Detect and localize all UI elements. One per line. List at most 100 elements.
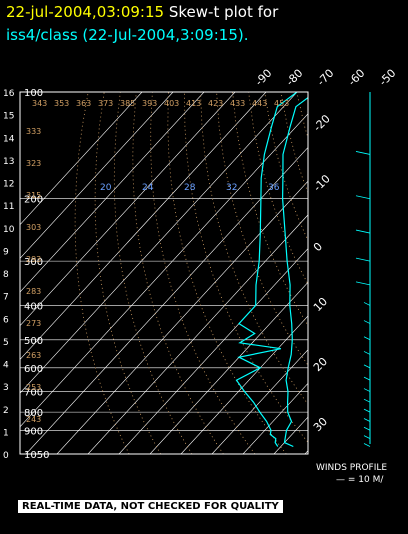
- height-tick-label: 13: [3, 157, 14, 167]
- pressure-tick-label: 500: [24, 336, 43, 347]
- adiabat-label: 413: [186, 99, 201, 108]
- pressure-tick-label: 400: [24, 301, 43, 312]
- dry-adiabat: [329, 92, 408, 454]
- isotherm-line: [149, 281, 308, 454]
- isotherm-line: [20, 113, 308, 428]
- adiabat-label: 363: [76, 99, 91, 108]
- wind-barb: [355, 151, 371, 155]
- isotherm-line: [20, 92, 143, 226]
- winds-scale: — = 10 M/: [336, 475, 384, 485]
- temperature-tick-label: 20: [311, 355, 330, 374]
- isotherm-line: [336, 92, 408, 454]
- pressure-tick-label: 300: [24, 257, 43, 268]
- height-tick-label: 4: [3, 361, 9, 371]
- height-tick-label: 5: [3, 338, 9, 348]
- dry-adiabat: [361, 92, 408, 454]
- temperature-tick-label: -10: [311, 172, 333, 194]
- dry-adiabat: [296, 92, 308, 140]
- dry-adiabat: [264, 92, 308, 242]
- wind-barb: [363, 398, 371, 403]
- dry-adiabat: [113, 92, 193, 454]
- temperature-tick-label: -90: [253, 67, 275, 89]
- adiabat-label: 303: [26, 223, 41, 232]
- temperature-tick-label: 10: [311, 295, 330, 314]
- adiabat-label: 323: [26, 159, 41, 168]
- adiabat-label: 403: [164, 99, 179, 108]
- isotherm-line: [20, 92, 174, 259]
- wind-barb: [363, 364, 371, 369]
- mixing-ratio-label: 32: [226, 183, 237, 193]
- pressure-tick-label: 100: [24, 88, 43, 99]
- height-tick-label: 11: [3, 202, 14, 212]
- winds-profile: [355, 92, 371, 447]
- isotherm-line: [304, 450, 308, 454]
- height-tick-label: 16: [3, 89, 15, 99]
- temperature-tick-label: -80: [284, 67, 306, 89]
- dry-adiabat: [94, 92, 161, 454]
- wind-barb: [363, 351, 371, 355]
- adiabat-label: 293: [26, 255, 41, 264]
- height-tick-label: 1: [3, 428, 9, 438]
- adiabat-label: 343: [32, 99, 47, 108]
- temperature-tick-label: 0: [311, 240, 325, 254]
- mixing-ratio-label: 28: [184, 183, 196, 193]
- chart-title-source: iss4/class (22-Jul-2004,3:09:15).: [6, 26, 249, 44]
- dry-adiabat: [248, 92, 308, 286]
- adiabat-label: 353: [54, 99, 69, 108]
- wind-barb: [363, 376, 371, 381]
- adiabat-label: 243: [26, 415, 41, 424]
- wind-barb: [355, 281, 371, 286]
- pressure-tick-label: 1050: [24, 450, 49, 461]
- adiabat-label: 263: [26, 351, 41, 360]
- isotherm-line: [180, 315, 308, 454]
- temperature-tick-label: -50: [377, 67, 399, 89]
- adiabat-label: 373: [98, 99, 113, 108]
- dry-adiabat: [150, 92, 256, 454]
- wind-barb: [363, 320, 371, 324]
- dry-adiabat: [280, 92, 308, 194]
- dry-adiabat: [184, 92, 308, 443]
- wind-barb: [363, 426, 371, 431]
- isotherm-line: [87, 214, 308, 454]
- dry-adiabat: [313, 92, 408, 454]
- isotherm-line: [118, 248, 308, 454]
- height-tick-label: 9: [3, 247, 9, 257]
- dry-adiabat: [132, 92, 224, 454]
- sounding-trace-1: [281, 96, 308, 448]
- sounding-trace-2: [235, 92, 298, 447]
- height-tick-label: 10: [3, 225, 15, 235]
- pressure-tick-label: 200: [24, 195, 43, 206]
- height-tick-label: 2: [3, 406, 9, 416]
- height-tick-label: 15: [3, 112, 14, 122]
- temperature-tick-label: -60: [346, 67, 368, 89]
- dry-adiabat: [393, 92, 408, 454]
- dry-adiabat: [200, 92, 308, 405]
- pressure-tick-label: 600: [24, 364, 43, 375]
- isotherm-line: [20, 92, 267, 360]
- chart-datetime: 22-jul-2004,03:09:15: [6, 3, 165, 21]
- pressure-tick-label: 800: [24, 408, 43, 419]
- isotherm-line: [211, 349, 308, 454]
- height-tick-label: 0: [3, 451, 9, 461]
- dry-adiabat: [167, 92, 287, 454]
- pressure-tick-label: 900: [24, 426, 43, 437]
- winds-title: WINDS PROFILE: [316, 463, 387, 473]
- wind-barb: [363, 443, 371, 447]
- isotherm-line: [56, 180, 308, 454]
- height-tick-label: 7: [3, 293, 9, 303]
- chart-title-line1: 22-jul-2004,03:09:15 Skew-t plot for: [6, 3, 278, 21]
- mixing-ratio-label: 36: [268, 183, 280, 193]
- wind-barb: [363, 388, 371, 392]
- adiabat-label: 273: [26, 319, 41, 328]
- chart-grid: [20, 92, 408, 454]
- dry-adiabat: [232, 92, 308, 327]
- adiabat-label: 393: [142, 99, 157, 108]
- temperature-tick-label: 30: [311, 415, 330, 434]
- wind-barb: [363, 435, 371, 439]
- dry-adiabat: [74, 92, 130, 454]
- wind-barb: [363, 302, 371, 306]
- chart-series: [235, 92, 308, 448]
- adiabat-label: 253: [26, 383, 41, 392]
- height-tick-label: 8: [3, 270, 9, 280]
